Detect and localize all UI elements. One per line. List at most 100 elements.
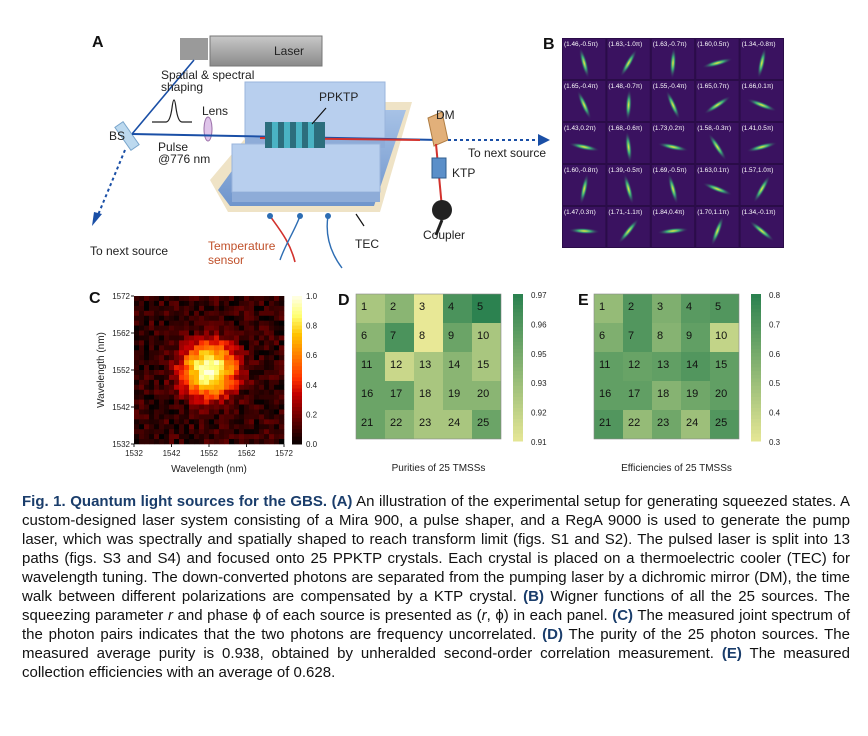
spectrum-cell (164, 384, 170, 391)
spectrum-cell (254, 310, 260, 317)
spectrum-cell (179, 296, 185, 302)
spectrum-cell (134, 379, 140, 386)
spectrum-cell (264, 340, 270, 346)
spectrum-cell (164, 379, 170, 386)
spectrum-cell (139, 370, 145, 376)
spectrum-cell (194, 404, 200, 410)
spectrum-cell (144, 409, 150, 415)
spectrum-cell (189, 439, 195, 445)
spectrum-cell (204, 374, 210, 381)
spectrum-cell (154, 429, 160, 435)
wigner-function-21 (568, 227, 601, 235)
spectrum-cell (274, 419, 280, 425)
spectrum-cell (159, 345, 165, 351)
spectrum-cell (204, 379, 210, 386)
spectrum-cell (189, 379, 195, 386)
spectrum-cell (199, 429, 205, 435)
spectrum-cell (244, 414, 250, 420)
spectrum-cell (159, 379, 165, 386)
spectrum-cell (174, 409, 180, 415)
panel-e-label: E (578, 292, 589, 309)
spectrum-cell (229, 394, 235, 400)
ppktp-crystals (265, 122, 325, 148)
spectrum-cell (234, 404, 240, 410)
spectrum-cell (139, 389, 145, 395)
spectrum-cell (274, 330, 280, 336)
spectrum-cell (254, 424, 260, 430)
source-number: 25 (715, 417, 727, 429)
spectrum-cell (244, 419, 250, 425)
spectrum-cell (214, 330, 220, 336)
source-number: 15 (477, 359, 489, 371)
wigner-label: (1.70,1.1π) (697, 209, 729, 216)
spectrum-cell (214, 325, 220, 331)
spectrum-cell (189, 419, 195, 425)
spectrum-cell (254, 419, 260, 425)
spectrum-cell (219, 409, 225, 415)
spectrum-cell (169, 340, 175, 346)
spectrum-cell (264, 394, 270, 400)
spectrum-cell (164, 365, 170, 371)
spectrum-cell (174, 370, 180, 376)
bs-optic (114, 120, 140, 152)
spectrum-cell (274, 374, 280, 381)
spectrum-cell (164, 340, 170, 346)
spectrum-cell (254, 345, 260, 351)
spectrum-cell (144, 394, 150, 400)
spectrum-cell (229, 379, 235, 386)
spectrum-cell (134, 300, 140, 307)
spectrum-cell (269, 389, 275, 395)
spectrum-cell (249, 399, 255, 405)
spectrum-cell (219, 305, 225, 312)
spectrum-cell (279, 409, 285, 415)
spectrum-cell (174, 384, 180, 391)
spectrum-cell (134, 394, 140, 400)
spectrum-cell (154, 394, 160, 400)
spectrum-cell (184, 379, 190, 386)
spectrum-cell (194, 360, 200, 366)
spectrum-cell (204, 394, 210, 400)
spectrum-cell (209, 325, 215, 331)
spectrum-cell (139, 340, 145, 346)
source-number: 19 (448, 388, 460, 400)
spectrum-cell (149, 429, 155, 435)
spectrum-cell (159, 370, 165, 376)
spectrum-cell (209, 384, 215, 391)
spectrum-cell (199, 419, 205, 425)
spectrum-cell (144, 374, 150, 381)
spectrum-cell (164, 330, 170, 336)
spectrum-cell (259, 300, 265, 307)
wigner-label: (1.65,0.7π) (697, 83, 729, 90)
spectrum-cell (139, 384, 145, 391)
spectrum-cell (134, 434, 140, 440)
spectrum-cell (194, 340, 200, 346)
spectrum-cell (159, 330, 165, 336)
panel-a-label: A (92, 34, 104, 51)
spectrum-cell (144, 404, 150, 410)
spectrum-cell (269, 370, 275, 376)
source-number: 24 (448, 417, 460, 429)
colorbar-tick: 0.91 (531, 438, 547, 447)
spectrum-cell (234, 330, 240, 336)
spectrum-cell (199, 325, 205, 331)
spectrum-cell (209, 315, 215, 321)
spectrum-cell (244, 439, 250, 445)
spectrum-cell (264, 379, 270, 386)
spectrum-cell (214, 399, 220, 405)
spectrum-cell (264, 370, 270, 376)
spectrum-cell (169, 419, 175, 425)
spectrum-cell (264, 330, 270, 336)
spectrum-cell (224, 379, 230, 386)
spectrum-cell (154, 350, 160, 356)
spectrum-cell (204, 414, 210, 420)
spectrum-cell (154, 370, 160, 376)
spectrum-cell (159, 340, 165, 346)
spectrum-cell (254, 414, 260, 420)
spectrum-cell (154, 345, 160, 351)
spectrum-cell (174, 389, 180, 395)
source-cell (652, 323, 681, 352)
spectrum-cell (244, 424, 250, 430)
spectrum-cell (139, 355, 145, 361)
spectrum-cell (169, 360, 175, 366)
spectrum-cell (144, 350, 150, 356)
